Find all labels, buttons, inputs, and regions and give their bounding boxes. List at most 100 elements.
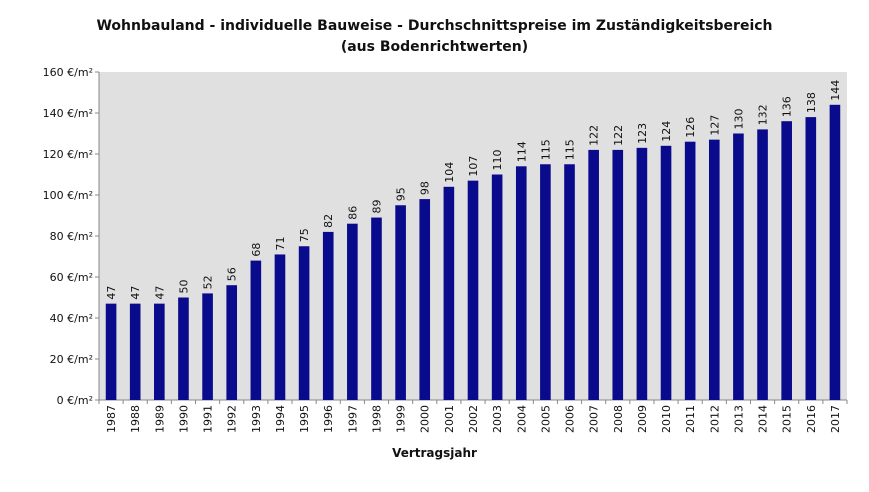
data-label: 115 bbox=[539, 139, 552, 160]
data-label: 71 bbox=[274, 236, 287, 250]
data-label: 89 bbox=[370, 200, 383, 214]
data-label: 50 bbox=[177, 280, 190, 294]
y-tick-label: 120 €/m² bbox=[43, 148, 93, 161]
data-label: 75 bbox=[298, 228, 311, 242]
x-tick-label: 2003 bbox=[491, 405, 504, 433]
bar bbox=[371, 217, 382, 400]
data-label: 86 bbox=[346, 206, 359, 220]
x-tick-label: 2004 bbox=[515, 405, 528, 433]
bar bbox=[660, 145, 672, 400]
data-label: 136 bbox=[781, 96, 794, 117]
data-label: 138 bbox=[805, 92, 818, 113]
bar bbox=[805, 117, 817, 400]
x-tick-label: 2009 bbox=[636, 405, 649, 433]
bar bbox=[322, 231, 334, 400]
bar bbox=[540, 164, 551, 400]
x-tick-label: 1997 bbox=[346, 405, 359, 433]
data-label: 127 bbox=[708, 115, 721, 136]
x-tick-label: 1987 bbox=[105, 405, 118, 433]
x-tick-label: 1993 bbox=[250, 405, 263, 433]
data-label: 123 bbox=[636, 123, 649, 144]
x-tick-label: 2010 bbox=[660, 405, 673, 433]
data-label: 124 bbox=[660, 121, 673, 142]
bar bbox=[226, 285, 238, 400]
x-tick-label: 1989 bbox=[153, 405, 166, 433]
x-tick-label: 2008 bbox=[612, 405, 625, 433]
bar bbox=[708, 139, 720, 400]
bar bbox=[395, 205, 406, 400]
x-tick-label: 1994 bbox=[274, 405, 287, 433]
data-label: 132 bbox=[757, 104, 770, 125]
data-label: 47 bbox=[153, 286, 166, 300]
bar bbox=[443, 186, 455, 400]
y-tick-label: 160 €/m² bbox=[43, 66, 93, 79]
bar bbox=[515, 166, 527, 400]
data-label: 95 bbox=[395, 187, 408, 201]
bar bbox=[684, 141, 696, 400]
x-axis-label: Vertragsjahr bbox=[392, 446, 477, 460]
bar bbox=[298, 246, 310, 400]
x-tick-label: 1999 bbox=[395, 405, 408, 433]
bar bbox=[129, 303, 141, 400]
bar bbox=[347, 223, 358, 400]
data-label: 107 bbox=[467, 156, 480, 177]
x-tick-label: 2006 bbox=[564, 405, 577, 433]
x-tick-label: 2001 bbox=[443, 405, 456, 433]
data-label: 144 bbox=[829, 80, 842, 101]
x-tick-label: 1998 bbox=[370, 405, 383, 433]
bar bbox=[178, 297, 189, 400]
chart-title-block: Wohnbauland - individuelle Bauweise - Du… bbox=[0, 16, 869, 58]
bar bbox=[757, 129, 768, 400]
bar bbox=[154, 303, 165, 400]
data-label: 104 bbox=[443, 162, 456, 183]
bar bbox=[202, 293, 213, 400]
y-tick-label: 0 €/m² bbox=[57, 394, 93, 407]
x-tick-label: 2002 bbox=[467, 405, 480, 433]
bar bbox=[781, 121, 792, 400]
x-tick-label: 2017 bbox=[829, 405, 842, 433]
data-label: 122 bbox=[588, 125, 601, 146]
data-label: 52 bbox=[202, 275, 215, 289]
x-tick-label: 1991 bbox=[202, 405, 215, 433]
bar bbox=[105, 303, 117, 400]
bar bbox=[564, 164, 575, 400]
x-tick-label: 1988 bbox=[129, 405, 142, 433]
bar bbox=[588, 149, 599, 400]
bar bbox=[467, 180, 479, 400]
x-tick-label: 2007 bbox=[588, 405, 601, 433]
data-label: 114 bbox=[515, 141, 528, 162]
bar bbox=[612, 149, 624, 400]
y-tick-label: 60 €/m² bbox=[50, 271, 93, 284]
data-label: 47 bbox=[105, 286, 118, 300]
data-label: 47 bbox=[129, 286, 142, 300]
bar bbox=[636, 147, 648, 400]
x-tick-label: 2015 bbox=[781, 405, 794, 433]
x-tick-label: 2014 bbox=[757, 405, 770, 433]
x-tick-label: 2013 bbox=[732, 405, 745, 433]
y-tick-label: 100 €/m² bbox=[43, 189, 93, 202]
x-tick-label: 2016 bbox=[805, 405, 818, 433]
chart-subtitle: (aus Bodenrichtwerten) bbox=[340, 39, 529, 55]
bar bbox=[829, 104, 841, 401]
data-label: 82 bbox=[322, 214, 335, 228]
data-label: 122 bbox=[612, 125, 625, 146]
data-label: 110 bbox=[491, 150, 504, 171]
data-label: 98 bbox=[419, 181, 432, 195]
bar bbox=[250, 260, 262, 400]
x-tick-label: 2011 bbox=[684, 405, 697, 433]
y-tick-label: 80 €/m² bbox=[50, 230, 93, 243]
bar bbox=[274, 254, 286, 400]
data-label: 56 bbox=[226, 267, 239, 281]
x-tick-label: 1992 bbox=[226, 405, 239, 433]
bar bbox=[419, 199, 431, 400]
x-tick-label: 1996 bbox=[322, 405, 335, 433]
x-tick-label: 1990 bbox=[177, 405, 190, 433]
x-tick-label: 2012 bbox=[708, 405, 721, 433]
data-label: 68 bbox=[250, 243, 263, 257]
chart-title: Wohnbauland - individuelle Bauweise - Du… bbox=[96, 18, 773, 34]
y-tick-label: 140 €/m² bbox=[43, 107, 93, 120]
x-tick-label: 2000 bbox=[419, 405, 432, 433]
data-label: 130 bbox=[732, 109, 745, 130]
bar bbox=[733, 133, 744, 400]
